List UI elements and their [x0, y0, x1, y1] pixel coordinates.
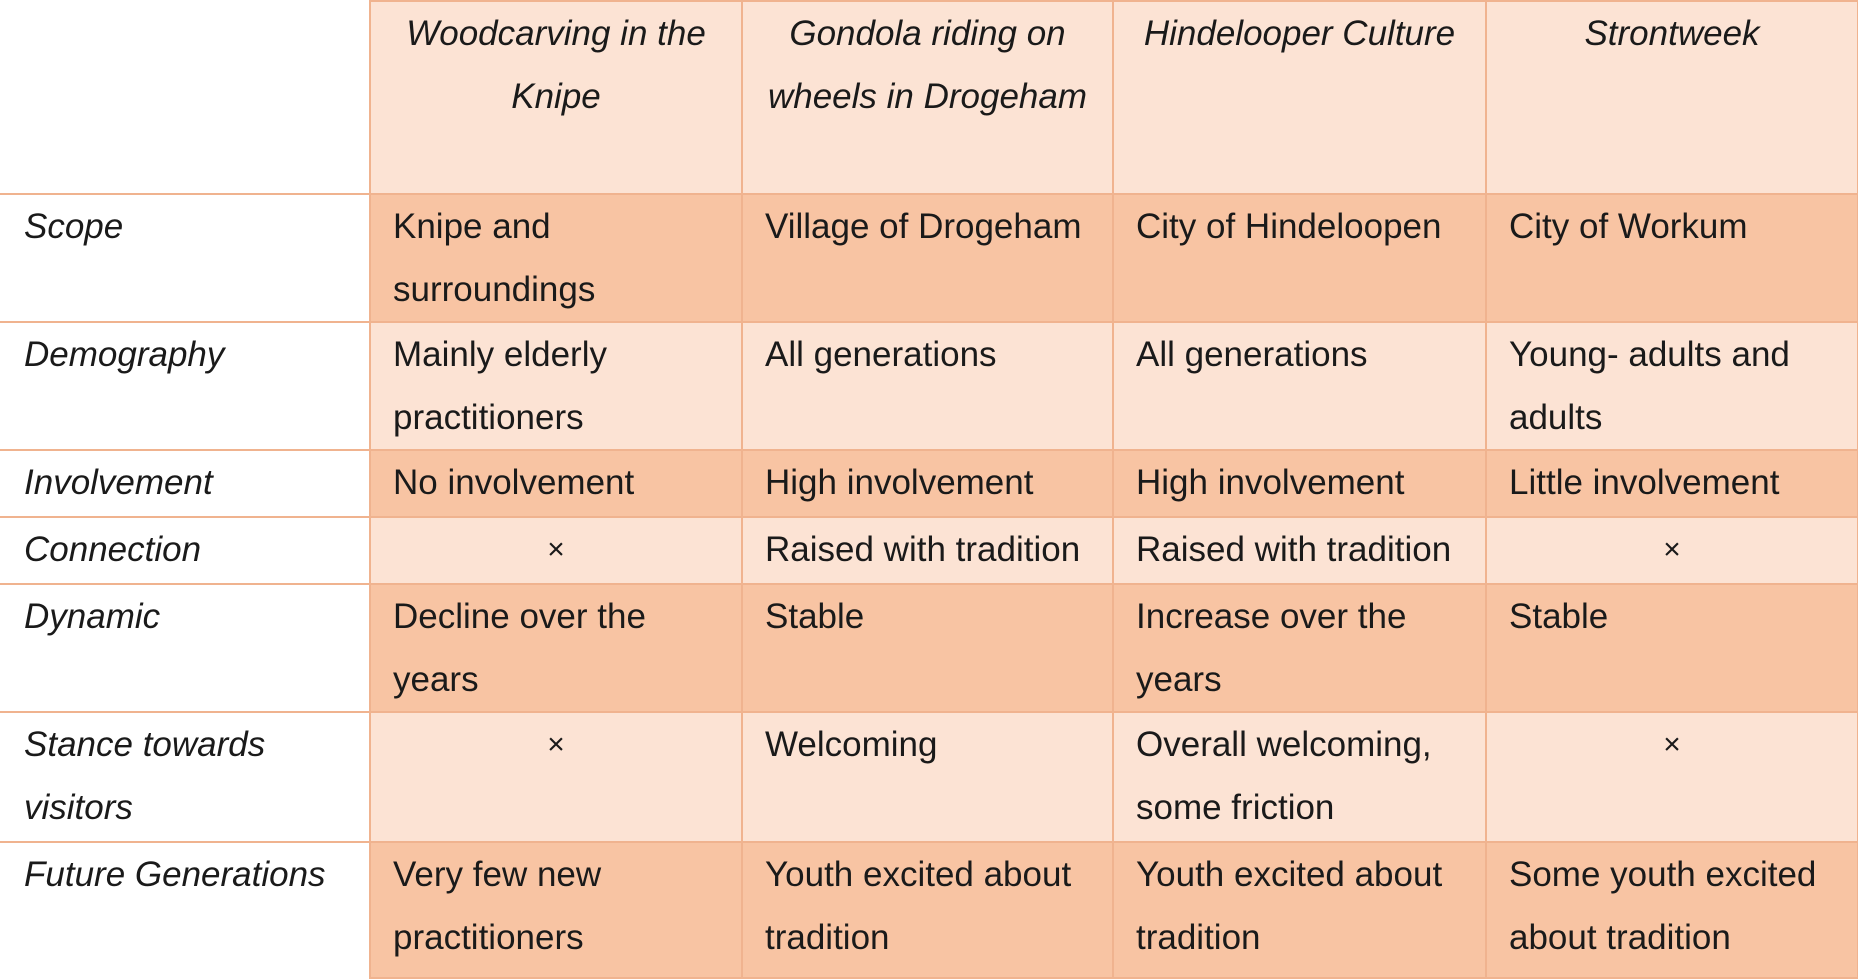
table-cell: Very few new practitioners [369, 841, 742, 979]
row-label: Demography [0, 321, 370, 450]
table-cell: Youth excited about tradition [1112, 841, 1486, 979]
table-cell: All generations [1112, 321, 1486, 450]
table-row: Dynamic Decline over the years Stable In… [0, 583, 1858, 712]
table-cell: Village of Drogeham [741, 193, 1113, 322]
table-cell: Little involvement [1485, 449, 1858, 517]
table-cell: All generations [741, 321, 1113, 450]
table-cell: City of Workum [1485, 193, 1858, 322]
table-cell: Stable [1485, 583, 1858, 712]
column-header: Hindelooper Culture [1112, 0, 1486, 194]
column-header: Strontweek [1485, 0, 1858, 194]
table-cell: High involvement [1112, 449, 1486, 517]
table-cell: Some youth excited about tradition [1485, 841, 1858, 979]
cross-mark: × [369, 516, 742, 584]
table-cell: Youth excited about tradition [741, 841, 1113, 979]
cross-mark: × [1485, 516, 1858, 584]
table-cell: City of Hindeloopen [1112, 193, 1486, 322]
table-cell: Stable [741, 583, 1113, 712]
header-row: Woodcarving in the Knipe Gondola riding … [0, 0, 1858, 194]
row-label: Future Generations [0, 841, 370, 978]
table-cell: Raised with tradition [741, 516, 1113, 584]
table-row: Stance towards visitors × Welcoming Over… [0, 711, 1858, 842]
row-label: Stance towards visitors [0, 711, 370, 842]
row-label: Involvement [0, 449, 370, 517]
corner-cell [0, 1, 370, 194]
table-row: Involvement No involvement High involvem… [0, 449, 1858, 517]
table-cell: Raised with tradition [1112, 516, 1486, 584]
table-cell: Mainly elderly practitioners [369, 321, 742, 450]
table-cell: Overall welcoming, some friction [1112, 711, 1486, 842]
cross-mark: × [1485, 711, 1858, 842]
table-cell: Welcoming [741, 711, 1113, 842]
row-label: Scope [0, 193, 370, 322]
table-row: Connection × Raised with tradition Raise… [0, 516, 1858, 584]
table-cell: No involvement [369, 449, 742, 517]
table-cell: Decline over the years [369, 583, 742, 712]
cross-mark: × [369, 711, 742, 842]
row-label: Connection [0, 516, 370, 584]
column-header: Gondola riding on wheels in Drogeham [741, 0, 1113, 194]
table-cell: Knipe and surroundings [369, 193, 742, 322]
table-row: Demography Mainly elderly practitioners … [0, 321, 1858, 450]
table-cell: High involvement [741, 449, 1113, 517]
row-label: Dynamic [0, 583, 370, 712]
column-header: Woodcarving in the Knipe [369, 0, 742, 194]
table-cell: Increase over the years [1112, 583, 1486, 712]
table-row: Scope Knipe and surroundings Village of … [0, 193, 1858, 322]
table-cell: Young- adults and adults [1485, 321, 1858, 450]
table-row: Future Generations Very few new practiti… [0, 841, 1858, 979]
